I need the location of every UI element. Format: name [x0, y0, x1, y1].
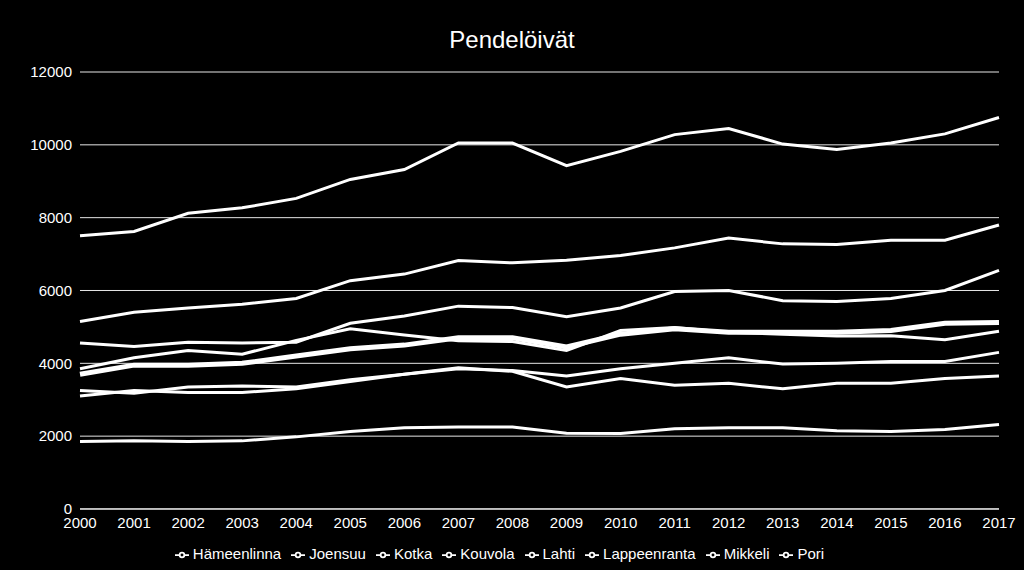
svg-text:2010: 2010	[604, 514, 637, 531]
html-text:Pori: Pori	[797, 545, 825, 562]
svg-text:2000: 2000	[39, 427, 72, 444]
svg-text:2014: 2014	[820, 514, 853, 531]
svg-text:2015: 2015	[874, 514, 907, 531]
html-text:Lahti: Lahti	[542, 545, 575, 562]
svg-text:2002: 2002	[171, 514, 204, 531]
svg-text:2006: 2006	[388, 514, 421, 531]
svg-text:0: 0	[64, 500, 72, 517]
svg-text:2003: 2003	[225, 514, 258, 531]
svg-text:4000: 4000	[39, 355, 72, 372]
svg-text:6000: 6000	[39, 282, 72, 299]
svg-text:2000: 2000	[63, 513, 97, 531]
svg-text:2004: 2004	[280, 514, 313, 531]
svg-text:2012: 2012	[712, 514, 745, 531]
svg-text:2016: 2016	[928, 514, 961, 531]
html-text:Kouvola: Kouvola	[460, 545, 515, 562]
html-text:Hämeenlinna: Hämeenlinna	[192, 545, 282, 562]
svg-text:10000: 10000	[30, 136, 72, 153]
svg-text:2011: 2011	[659, 514, 691, 531]
svg-text:2017: 2017	[982, 514, 1015, 531]
svg-text:8000: 8000	[39, 209, 72, 226]
svg-text:12000: 12000	[30, 63, 72, 80]
svg-text:2007: 2007	[442, 514, 475, 531]
svg-text:2009: 2009	[550, 514, 583, 531]
svg-text:2008: 2008	[496, 514, 529, 531]
html-text:Pendelöivät: Pendelöivät	[449, 26, 575, 53]
html-text:Joensuu: Joensuu	[309, 545, 366, 562]
svg-text:2005: 2005	[334, 514, 367, 531]
html-text:Kotka: Kotka	[393, 545, 433, 562]
html-text:Mikkeli: Mikkeli	[723, 545, 770, 562]
svg-text:2001: 2001	[117, 514, 150, 531]
html-text:Lappeenranta: Lappeenranta	[603, 545, 696, 562]
svg-text:2013: 2013	[766, 514, 799, 531]
